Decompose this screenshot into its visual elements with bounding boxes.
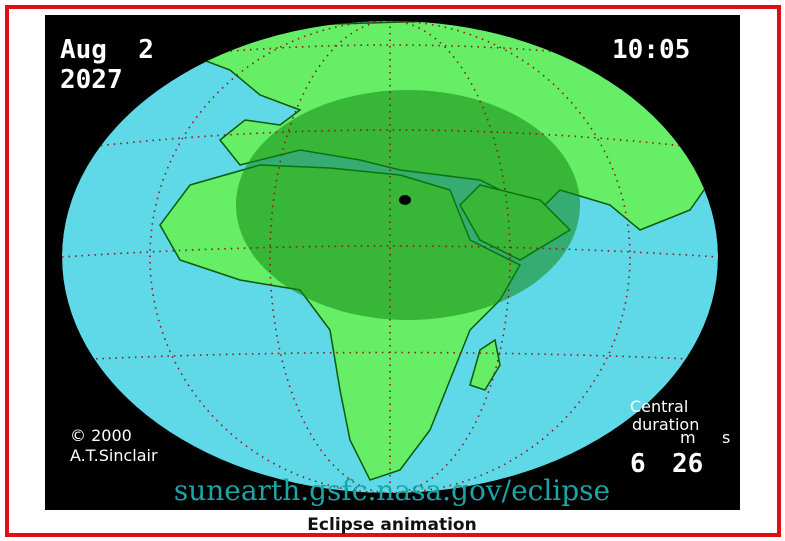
minutes: 6 [630, 449, 646, 479]
frame [5, 5, 781, 537]
date: Aug 2 [60, 35, 154, 65]
caption: Eclipse animation [307, 515, 476, 535]
meridian [269, 21, 511, 493]
duration-label: duration [632, 415, 699, 434]
copyright: © 2000 [70, 426, 132, 445]
time: 10:05 [612, 35, 690, 65]
umbra [399, 195, 411, 205]
unit: m [680, 428, 696, 447]
duration-label: Central [630, 397, 688, 416]
url: sunearth.gsfc.nasa.gov/eclipse [174, 474, 610, 507]
seconds: 26 [672, 449, 703, 479]
unit: s [722, 428, 730, 447]
year: 2027 [60, 65, 123, 95]
globe [62, 21, 718, 493]
meridian [149, 21, 631, 493]
author: A.T.Sinclair [70, 446, 158, 465]
moon-shadow [236, 90, 580, 320]
